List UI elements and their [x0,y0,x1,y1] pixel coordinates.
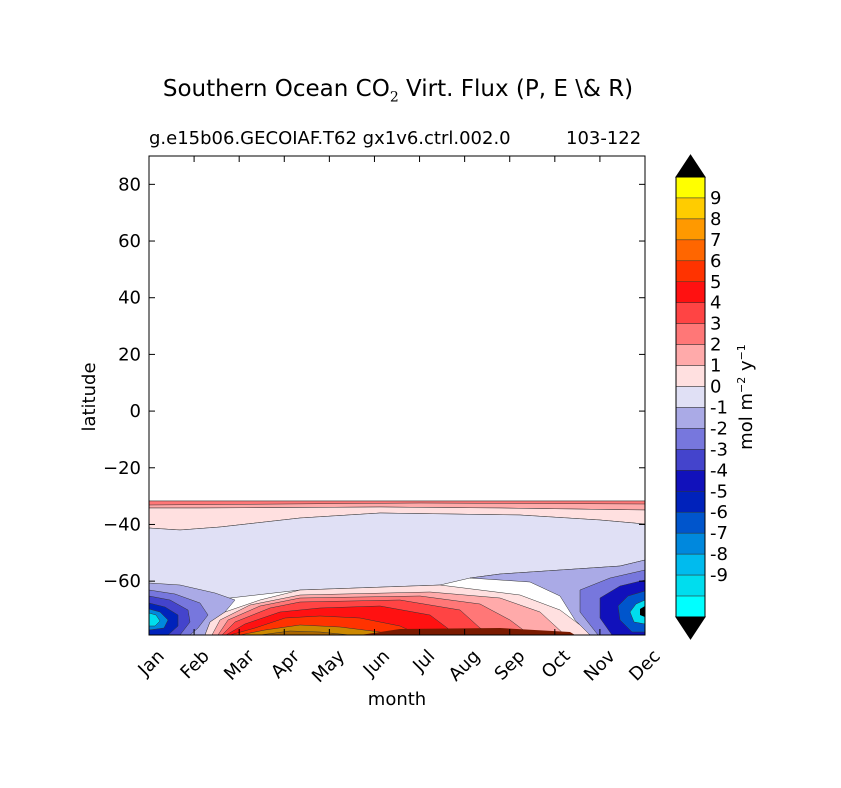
colorbar-swatch [675,176,706,199]
y-axis-label: latitude [79,362,100,431]
colorbar-swatch [675,511,706,534]
colorbar-swatch [675,428,706,450]
colorbar-tick-label: 8 [710,209,721,230]
contour-band-negative-9-left [149,612,161,627]
colorbar-extend-max [675,154,706,178]
colorbar-tick-label: -7 [710,523,728,544]
colorbar-swatch [675,449,706,471]
y-tick-label: 80 [118,174,141,195]
colorbar-tick-label: -3 [710,439,728,460]
x-tick-label: Dec [625,646,664,685]
colorbar-swatch [675,574,706,597]
contour-band-negative-9-right [629,599,645,625]
plot-area [148,155,646,636]
colorbar-tick-label: -2 [710,418,728,439]
colorbar-swatch [675,302,706,324]
x-tick-label: Sep [491,646,530,685]
colorbar-tick-label: 6 [710,251,721,272]
y-tick-label: 60 [118,231,141,252]
colorbar-swatch [675,281,706,303]
colorbar-swatch [675,470,706,492]
x-tick-label: May [308,646,349,687]
colorbar-label: mol m−2 y−1 [735,344,757,450]
chart-title: Southern Ocean CO2 Virt. Flux (P, E \& R… [162,76,634,106]
colorbar-tick-label: 4 [710,293,721,314]
y-tick-label: 20 [118,344,141,365]
x-tick-label: Nov [580,646,620,686]
colorbar-extend-min [675,616,706,640]
x-tick-label: Aug [445,646,485,686]
x-tick-label: Oct [538,646,575,683]
colorbar-swatch [675,553,706,576]
chart-subtitle-years: 103-122 [566,128,642,149]
chart-subtitle-case: g.e15b06.GECOIAF.T62 gx1v6.ctrl.002.0 [149,128,511,149]
colorbar-tick-label: -8 [710,544,728,565]
colorbar-swatch [675,595,706,618]
colorbar-tick-label: 1 [710,356,721,377]
x-tick-label: Apr [267,645,304,682]
y-tick-label: 0 [130,401,141,422]
x-tick-label: Mar [220,645,259,684]
colorbar-tick-label: -5 [710,481,728,502]
colorbar [675,154,706,640]
y-tick-label: −40 [103,514,141,535]
colorbar-swatch [675,365,706,387]
contour-band-negative-extreme-right [640,606,645,617]
colorbar-swatch [675,260,706,283]
colorbar-swatch [675,386,706,408]
y-tick-label: −60 [103,571,141,592]
colorbar-tick-label: 9 [710,188,721,209]
x-tick-label: Jan [134,646,169,681]
colorbar-swatch [675,532,706,555]
colorbar-tick-label: -4 [710,460,728,481]
contour-band-positive-3 [149,500,645,506]
contour-fills [149,500,645,635]
colorbar-tick-label: -9 [710,565,728,586]
colorbar-tick-label: 3 [710,314,721,335]
colorbar-tick-label: 5 [710,272,721,293]
x-tick-label: Jun [359,646,394,681]
colorbar-tick-label: -1 [710,397,728,418]
colorbar-swatch [675,344,706,366]
colorbar-swatch [675,491,706,513]
y-tick-label: −20 [103,458,141,479]
x-tick-label: Feb [176,646,213,683]
colorbar-tick-label: 0 [710,377,721,398]
colorbar-swatch [675,218,706,241]
x-tick-label: Jul [408,646,439,677]
colorbar-swatch [675,407,706,429]
colorbar-tick-label: -6 [710,502,728,523]
colorbar-swatch [675,239,706,262]
contour-band-positive-9-south [259,630,351,635]
colorbar-frame [675,176,706,618]
y-tick-label: 40 [118,288,141,309]
colorbar-tick-label: 2 [710,335,721,356]
plot-frame [148,155,646,636]
contour-band-positive-max-south [360,628,575,635]
colorbar-swatch [675,323,706,345]
y-axis: 80 60 40 20 0 −20 −40 −60 [103,174,645,592]
colorbar-tick-label: 7 [710,230,721,251]
x-axis-label: month [368,689,426,710]
colorbar-swatch [675,197,706,220]
